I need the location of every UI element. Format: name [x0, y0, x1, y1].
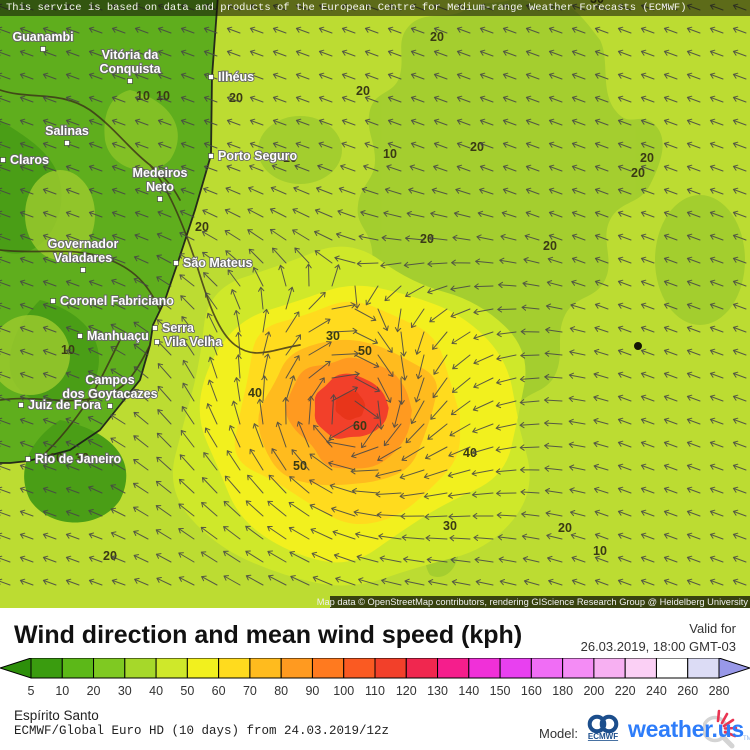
svg-text:20: 20 [543, 239, 557, 253]
svg-text:160: 160 [521, 684, 542, 698]
svg-text:Coronel Fabriciano: Coronel Fabriciano [60, 294, 174, 308]
svg-text:Vila Velha: Vila Velha [164, 335, 223, 349]
svg-text:Vitória da: Vitória da [102, 48, 160, 62]
svg-text:5: 5 [28, 684, 35, 698]
svg-text:10: 10 [55, 684, 69, 698]
svg-text:Guanambi: Guanambi [12, 30, 73, 44]
svg-text:10: 10 [383, 147, 397, 161]
svg-text:30: 30 [118, 684, 132, 698]
svg-text:Salinas: Salinas [45, 124, 89, 138]
svg-text:Porto Seguro: Porto Seguro [218, 149, 298, 163]
svg-text:280: 280 [709, 684, 730, 698]
svg-text:Serra: Serra [162, 321, 195, 335]
svg-text:260: 260 [677, 684, 698, 698]
svg-text:Map data © OpenStreetMap contr: Map data © OpenStreetMap contributors, r… [317, 597, 749, 607]
svg-text:70: 70 [243, 684, 257, 698]
svg-text:30: 30 [326, 329, 340, 343]
svg-text:40: 40 [149, 684, 163, 698]
svg-text:40: 40 [463, 446, 477, 460]
svg-text:20: 20 [87, 684, 101, 698]
svg-text:TM: TM [743, 736, 750, 742]
svg-text:Campos: Campos [85, 373, 134, 387]
svg-text:110: 110 [365, 684, 385, 698]
svg-text:40: 40 [248, 386, 262, 400]
svg-text:20: 20 [420, 232, 434, 246]
svg-text:50: 50 [358, 344, 372, 358]
svg-text:20: 20 [640, 151, 654, 165]
svg-text:ECMWF: ECMWF [588, 732, 618, 741]
svg-text:20: 20 [558, 521, 572, 535]
svg-text:Governador: Governador [48, 237, 119, 251]
svg-text:20: 20 [470, 140, 484, 154]
svg-text:30: 30 [443, 519, 457, 533]
svg-text:Juiz de Fora: Juiz de Fora [28, 398, 102, 412]
svg-text:240: 240 [646, 684, 667, 698]
svg-text:60: 60 [353, 419, 367, 433]
svg-text:Neto: Neto [146, 180, 174, 194]
svg-text:Conquista: Conquista [99, 62, 161, 76]
svg-text:20: 20 [229, 91, 243, 105]
svg-text:São Mateus: São Mateus [183, 256, 253, 270]
svg-text:120: 120 [396, 684, 417, 698]
svg-text:Manhuaçu: Manhuaçu [87, 329, 149, 343]
svg-text:Rio de Janeiro: Rio de Janeiro [35, 452, 121, 466]
svg-text:130: 130 [427, 684, 448, 698]
svg-text:90: 90 [305, 684, 319, 698]
svg-text:60: 60 [212, 684, 226, 698]
svg-text:200: 200 [583, 684, 604, 698]
svg-text:Valadares: Valadares [54, 251, 112, 265]
svg-text:180: 180 [552, 684, 573, 698]
svg-text:50: 50 [293, 459, 307, 473]
svg-text:100: 100 [333, 684, 354, 698]
svg-text:Ilhéus: Ilhéus [218, 70, 254, 84]
svg-text:220: 220 [615, 684, 636, 698]
svg-text:Claros: Claros [10, 153, 49, 167]
svg-text:80: 80 [274, 684, 288, 698]
svg-text:20: 20 [356, 84, 370, 98]
svg-text:140: 140 [458, 684, 479, 698]
svg-text:Medeiros: Medeiros [133, 166, 188, 180]
svg-text:150: 150 [490, 684, 511, 698]
svg-text:50: 50 [180, 684, 194, 698]
